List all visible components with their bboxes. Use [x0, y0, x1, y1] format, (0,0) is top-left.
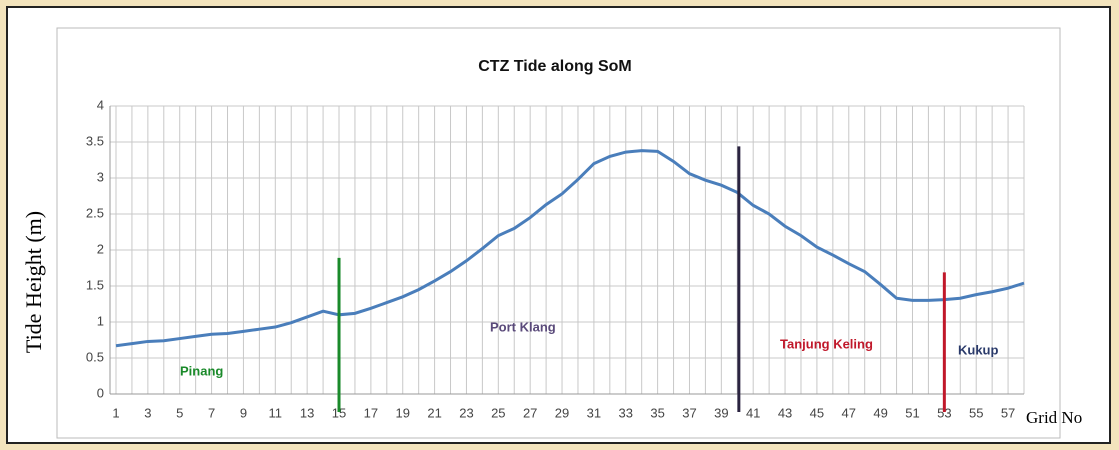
x-axis-label: Grid No [1026, 408, 1082, 427]
x-tick-label: 29 [555, 405, 569, 420]
x-tick-label: 33 [619, 405, 633, 420]
x-tick-label: 43 [778, 405, 792, 420]
x-tick-label: 15 [332, 405, 346, 420]
y-tick-label: 2.5 [86, 205, 104, 220]
x-tick-label: 31 [587, 405, 601, 420]
y-tick-label: 0.5 [86, 349, 104, 364]
x-tick-label: 3 [144, 405, 151, 420]
x-tick-label: 19 [396, 405, 410, 420]
y-tick-label: 1.5 [86, 277, 104, 292]
x-tick-label: 47 [842, 405, 856, 420]
y-tick-label: 2 [97, 241, 104, 256]
x-tick-label: 27 [523, 405, 537, 420]
station-label: Tanjung Keling [780, 336, 873, 351]
y-axis-label: Tide Height (m) [21, 211, 46, 353]
y-tick-label: 3.5 [86, 133, 104, 148]
y-tick-label: 1 [97, 313, 104, 328]
chart-border [56, 27, 1061, 439]
x-tick-label: 11 [269, 405, 283, 420]
x-tick-label: 53 [937, 405, 951, 420]
chart-title: CTZ Tide along SoM [478, 58, 631, 75]
x-tick-label: 23 [459, 405, 473, 420]
x-tick-label: 55 [969, 405, 983, 420]
data-line [115, 149, 1025, 348]
x-tick-label: 13 [300, 405, 314, 420]
station-label: Port Klang [490, 319, 556, 334]
y-tick-label: 3 [97, 169, 104, 184]
x-tick-label: 39 [714, 405, 728, 420]
x-tick-label: 35 [650, 405, 664, 420]
x-tick-label: 21 [427, 405, 441, 420]
x-tick-label: 49 [873, 405, 887, 420]
station-label: Pinang [180, 363, 223, 378]
frame [6, 6, 1111, 444]
x-tick-label: 45 [810, 405, 824, 420]
x-tick-label: 37 [682, 405, 696, 420]
y-tick-label: 0 [97, 385, 104, 400]
x-tick-label: 41 [746, 405, 760, 420]
x-tick-label: 5 [176, 405, 183, 420]
x-tick-label: 25 [491, 405, 505, 420]
x-tick-label: 51 [905, 405, 919, 420]
x-tick-label: 57 [1001, 405, 1015, 420]
station-label: Kukup [958, 342, 999, 357]
x-tick-label: 9 [240, 405, 247, 420]
x-tick-label: 1 [112, 405, 119, 420]
x-tick-label: 17 [364, 405, 378, 420]
y-tick-label: 4 [97, 97, 104, 112]
x-tick-label: 7 [208, 405, 215, 420]
